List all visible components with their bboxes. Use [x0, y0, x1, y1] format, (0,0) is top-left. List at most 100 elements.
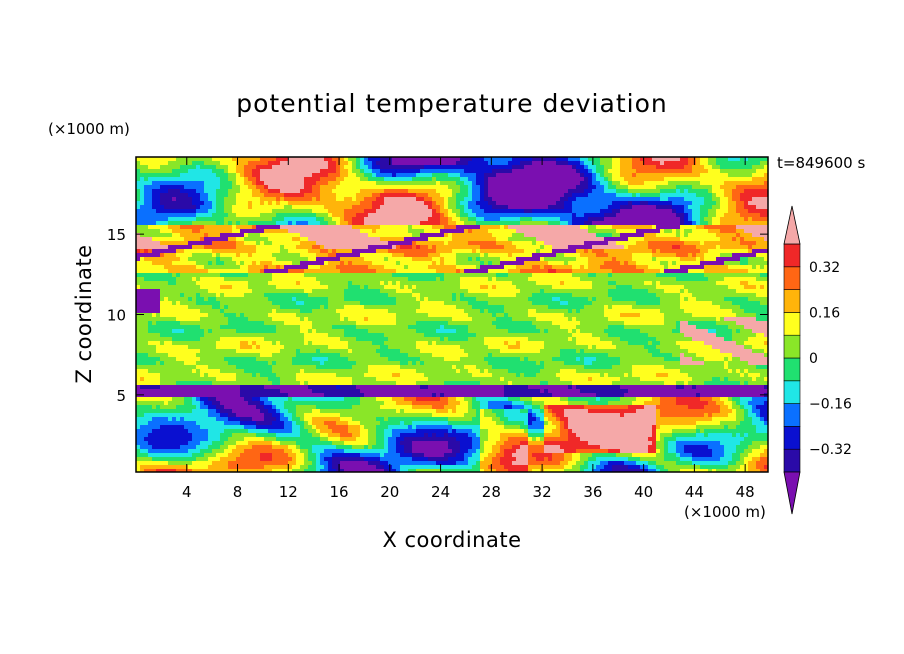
contour-cell [172, 189, 177, 194]
contour-cell [456, 229, 461, 234]
contour-cell [512, 205, 517, 210]
contour-cell [684, 201, 689, 206]
contour-cell [404, 177, 409, 182]
contour-cell [188, 257, 193, 262]
contour-cell [728, 225, 733, 230]
contour-cell [744, 245, 749, 250]
contour-cell [732, 257, 737, 262]
contour-cell [448, 221, 453, 226]
contour-cell [740, 249, 745, 254]
contour-cell [388, 177, 393, 182]
contour-cell [412, 225, 417, 230]
contour-cell [512, 265, 517, 270]
contour-cell [524, 185, 529, 190]
contour-cell [192, 169, 197, 174]
contour-cell [156, 277, 161, 282]
contour-cell [420, 213, 425, 218]
contour-cell [692, 229, 697, 234]
contour-cell [160, 185, 165, 190]
contour-cell [616, 209, 621, 214]
contour-cell [280, 241, 285, 246]
contour-cell [264, 177, 269, 182]
contour-cell [176, 249, 181, 254]
contour-cell [288, 253, 293, 258]
contour-cell [684, 213, 689, 218]
contour-cell [516, 161, 521, 166]
contour-cell [228, 181, 233, 186]
contour-cell [644, 265, 649, 270]
contour-cell [552, 261, 557, 266]
contour-cell [436, 273, 441, 278]
contour-cell [680, 233, 685, 238]
contour-cell [344, 257, 349, 262]
contour-cell [588, 209, 593, 214]
contour-cell [296, 217, 301, 222]
contour-cell [280, 177, 285, 182]
contour-cell [264, 193, 269, 198]
contour-cell [280, 173, 285, 178]
contour-cell [332, 161, 337, 166]
contour-cell [400, 205, 405, 210]
contour-cell [212, 229, 217, 234]
contour-cell [592, 257, 597, 262]
contour-cell [148, 261, 153, 266]
contour-cell [464, 217, 469, 222]
contour-cell [344, 261, 349, 266]
contour-cell [140, 197, 145, 202]
contour-cell [444, 221, 449, 226]
contour-cell [436, 161, 441, 166]
contour-cell [488, 229, 493, 234]
contour-cell [256, 237, 261, 242]
contour-cell [388, 233, 393, 238]
contour-cell [508, 261, 513, 266]
contour-cell [528, 273, 533, 278]
contour-cell [740, 157, 745, 162]
contour-cell [348, 217, 353, 222]
contour-cell [388, 197, 393, 202]
contour-cell [172, 257, 177, 262]
contour-cell [340, 229, 345, 234]
contour-cell [232, 185, 237, 190]
contour-cell [552, 157, 557, 162]
contour-cell [216, 233, 221, 238]
contour-cell [564, 221, 569, 226]
contour-cell [156, 173, 161, 178]
contour-cell [380, 253, 385, 258]
contour-cell [496, 269, 501, 274]
contour-cell [652, 237, 657, 242]
contour-cell [460, 161, 465, 166]
contour-cell [180, 229, 185, 234]
contour-cell [176, 205, 181, 210]
contour-cell [136, 161, 141, 166]
contour-cell [580, 161, 585, 166]
contour-cell [652, 245, 657, 250]
contour-cell [400, 197, 405, 202]
contour-cell [540, 209, 545, 214]
contour-cell [192, 213, 197, 218]
contour-cell [704, 257, 709, 262]
contour-cell [616, 161, 621, 166]
contour-cell [632, 209, 637, 214]
contour-cell [456, 209, 461, 214]
contour-cell [244, 165, 249, 170]
contour-cell [224, 173, 229, 178]
contour-cell [640, 201, 645, 206]
contour-cell [396, 161, 401, 166]
contour-cell [240, 213, 245, 218]
contour-cell [420, 181, 425, 186]
contour-cell [548, 205, 553, 210]
contour-cell [604, 221, 609, 226]
contour-cell [608, 269, 613, 274]
contour-cell [140, 181, 145, 186]
contour-cell [728, 217, 733, 222]
contour-cell [652, 201, 657, 206]
contour-cell [628, 173, 633, 178]
contour-cell [264, 277, 269, 282]
contour-cell [228, 185, 233, 190]
contour-cell [148, 237, 153, 242]
contour-cell [164, 277, 169, 282]
contour-cell [364, 225, 369, 230]
contour-cell [608, 197, 613, 202]
contour-cell [196, 161, 201, 166]
contour-cell [420, 169, 425, 174]
